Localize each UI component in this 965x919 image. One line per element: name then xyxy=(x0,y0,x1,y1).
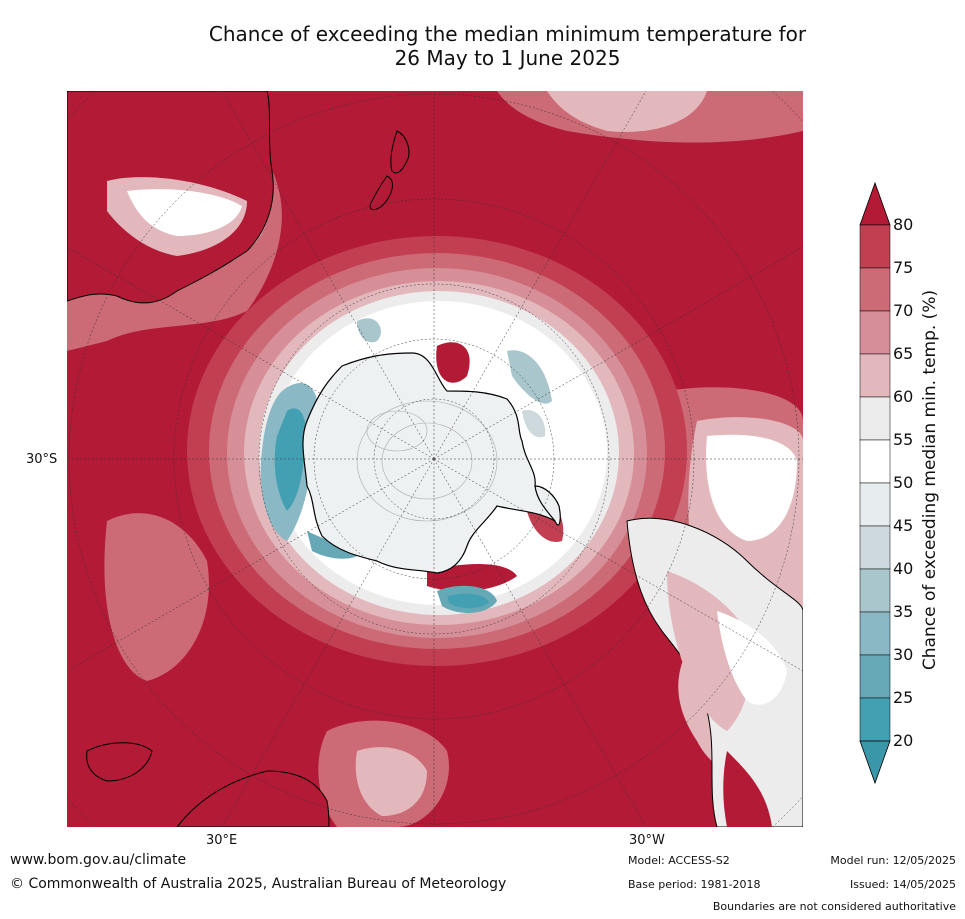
pale-region-south-core xyxy=(355,747,427,816)
title-line-1: Chance of exceeding the median minimum t… xyxy=(208,22,807,46)
footer-model-run: Model run: 12/05/2025 xyxy=(830,854,956,867)
colorbar-arrow-bottom xyxy=(859,740,891,785)
lon-label-30w: 30°W xyxy=(629,833,665,848)
new-zealand-south-island xyxy=(369,175,393,211)
warm-patch-ross xyxy=(427,564,517,592)
australia-south-core xyxy=(127,189,242,236)
lat-label-30s: 30°S xyxy=(26,452,58,467)
colorbar-tick-label: 35 xyxy=(893,602,914,621)
colorbar-tick-label: 75 xyxy=(893,258,914,277)
colorbar-tick-label: 65 xyxy=(893,344,914,363)
colorbar-tick-label: 45 xyxy=(893,516,914,535)
footer-issued: Issued: 14/05/2025 xyxy=(849,878,956,891)
footer-base-period: Base period: 1981-2018 xyxy=(628,878,761,891)
colorbar-title-text: Chance of exceeding median min. temp. (%… xyxy=(920,289,940,671)
colorbar-tick-label: 80 xyxy=(893,215,914,234)
warm-patch-weddell xyxy=(436,342,470,383)
colorbar-tick-label: 50 xyxy=(893,473,914,492)
colorbar-bin xyxy=(859,482,891,527)
graticule xyxy=(67,91,803,827)
colorbar-tick-label: 40 xyxy=(893,559,914,578)
colorbar-bin xyxy=(859,224,891,269)
colorbar-tick-label: 60 xyxy=(893,387,914,406)
colorbar-bin xyxy=(859,568,891,613)
colorbar-arrow-top xyxy=(859,181,891,226)
colorbar-bin xyxy=(859,654,891,699)
pale-region-east-core xyxy=(706,434,797,541)
colorbar-tick-label: 20 xyxy=(893,731,914,750)
footer-model: Model: ACCESS-S2 xyxy=(628,854,730,867)
south-america-pale-interior xyxy=(667,571,751,731)
cool-patch-west-core xyxy=(274,408,307,511)
map-title: Chance of exceeding the median minimum t… xyxy=(0,22,965,70)
colorbar-bin xyxy=(859,439,891,484)
cool-patch-north xyxy=(357,318,381,343)
colorbar-bin xyxy=(859,396,891,441)
antarctica-interior-contours xyxy=(356,400,498,522)
colorbar-tick-label: 30 xyxy=(893,645,914,664)
south-america-warm-coast xyxy=(723,751,772,827)
cool-patch-northeast xyxy=(507,350,552,404)
colorbar-bin xyxy=(859,353,891,398)
probability-map xyxy=(67,91,803,827)
colorbar-bin xyxy=(859,611,891,656)
new-zealand-north-island xyxy=(390,130,410,174)
africa-landmass xyxy=(176,770,330,827)
south-america-white-interior xyxy=(717,611,787,705)
antarctica-landmass xyxy=(302,352,558,574)
footer-url: www.bom.gov.au/climate xyxy=(10,852,187,868)
colorbar-bins xyxy=(859,181,891,785)
colorbar-bin xyxy=(859,525,891,570)
colorbar-tick-label: 55 xyxy=(893,430,914,449)
footer-copyright: © Commonwealth of Australia 2025, Austra… xyxy=(10,876,507,892)
map-canvas xyxy=(67,91,803,827)
pale-region-north-inner xyxy=(547,91,707,132)
colorbar-tick-label: 70 xyxy=(893,301,914,320)
colorbar-bin xyxy=(859,310,891,355)
colorbar-tick-label: 25 xyxy=(893,688,914,707)
pale-region-southwest xyxy=(104,513,209,681)
cool-patch-south-core xyxy=(447,593,489,609)
footer-disclaimer: Boundaries are not considered authoritat… xyxy=(712,900,956,913)
colorbar-bin xyxy=(859,267,891,312)
cool-patch-east xyxy=(522,410,546,438)
title-line-2: 26 May to 1 June 2025 xyxy=(394,46,621,70)
colorbar xyxy=(859,181,891,785)
colorbar-bin xyxy=(859,697,891,742)
lon-label-30e: 30°E xyxy=(206,833,238,848)
madagascar-outline xyxy=(86,742,153,782)
